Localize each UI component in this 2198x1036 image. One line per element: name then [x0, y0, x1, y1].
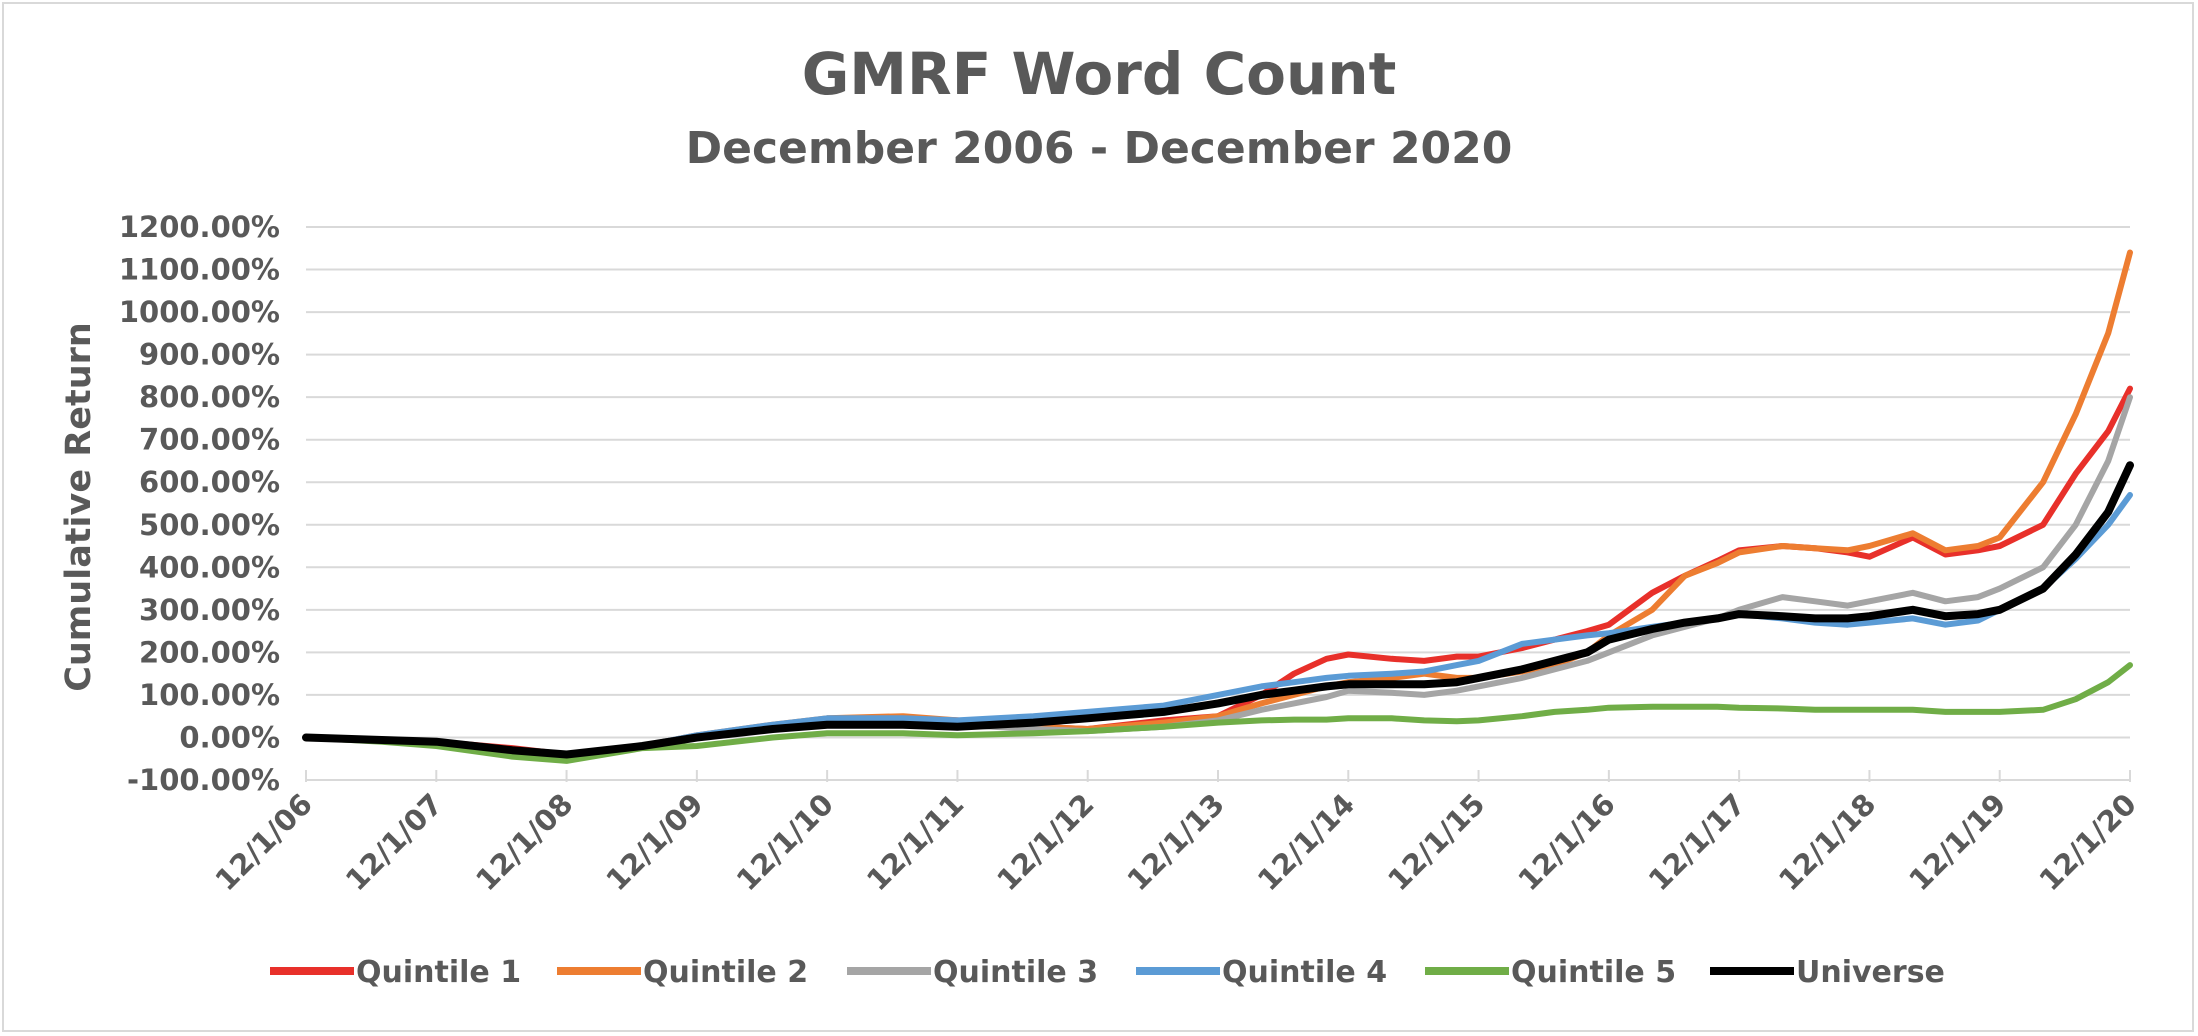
legend-label: Quintile 2	[643, 955, 808, 990]
y-axis-tick-labels: 1200.00% 1100.00% 1000.00% 900.00% 800.00% 70…	[119, 210, 280, 797]
y-tick-label: 500.00%	[139, 508, 280, 542]
y-tick-label: 100.00%	[139, 678, 280, 712]
y-tick-label: -100.00%	[127, 763, 280, 797]
y-tick-label: 300.00%	[139, 593, 280, 627]
x-axis	[305, 736, 2131, 782]
x-tick-label: 12/1/08	[469, 787, 579, 897]
y-tick-label: 1200.00%	[119, 210, 280, 244]
series-line-universe	[302, 461, 2134, 759]
x-tick-label: 12/1/13	[1121, 787, 1231, 897]
y-tick-label: 1000.00%	[119, 295, 280, 329]
y-axis-title: Cumulative Return	[59, 322, 99, 692]
x-tick-label: 12/1/14	[1251, 787, 1361, 897]
y-tick-label: 200.00%	[139, 635, 280, 669]
y-tick-label: 700.00%	[139, 423, 280, 457]
legend-label: Quintile 4	[1222, 955, 1387, 990]
series-line-quintile-4	[303, 492, 2133, 760]
x-tick-label: 12/1/09	[599, 787, 709, 897]
legend: Quintile 1 Quintile 2 Quintile 3 Quintile 4…	[270, 955, 1945, 990]
x-tick-label: 12/1/18	[1772, 787, 1882, 897]
y-tick-label: 0.00%	[179, 720, 280, 754]
series-line-quintile-2	[303, 249, 2133, 760]
y-tick-label: 800.00%	[139, 380, 280, 414]
y-tick-label: 600.00%	[139, 465, 280, 499]
x-axis-tick-labels: 12/1/06 12/1/07 12/1/08 12/1/09 12/1/10 12/1/…	[209, 787, 2143, 897]
series-lines	[302, 249, 2134, 764]
x-tick-label: 12/1/16	[1511, 787, 1621, 897]
chart-title: GMRF Word Count	[802, 40, 1397, 108]
y-tick-label: 1100.00%	[119, 253, 280, 287]
x-tick-label: 12/1/10	[730, 787, 840, 897]
series-line-quintile-5	[303, 662, 2133, 764]
x-tick-label: 12/1/17	[1642, 787, 1752, 897]
legend-label: Quintile 1	[356, 955, 521, 990]
x-tick-label: 12/1/19	[1902, 787, 2012, 897]
x-tick-label: 12/1/06	[209, 787, 319, 897]
chart-subtitle: December 2006 - December 2020	[686, 123, 1513, 174]
legend-label: Quintile 5	[1511, 955, 1676, 990]
x-tick-label: 12/1/12	[990, 787, 1100, 897]
y-tick-label: 900.00%	[139, 338, 280, 372]
x-tick-label: 12/1/11	[860, 787, 970, 897]
x-tick-label: 12/1/07	[339, 787, 449, 897]
x-tick-label: 12/1/15	[1381, 787, 1491, 897]
y-tick-label: 400.00%	[139, 550, 280, 584]
legend-label: Quintile 3	[933, 955, 1098, 990]
x-tick-label: 12/1/20	[2033, 787, 2143, 897]
legend-label: Universe	[1796, 955, 1945, 990]
